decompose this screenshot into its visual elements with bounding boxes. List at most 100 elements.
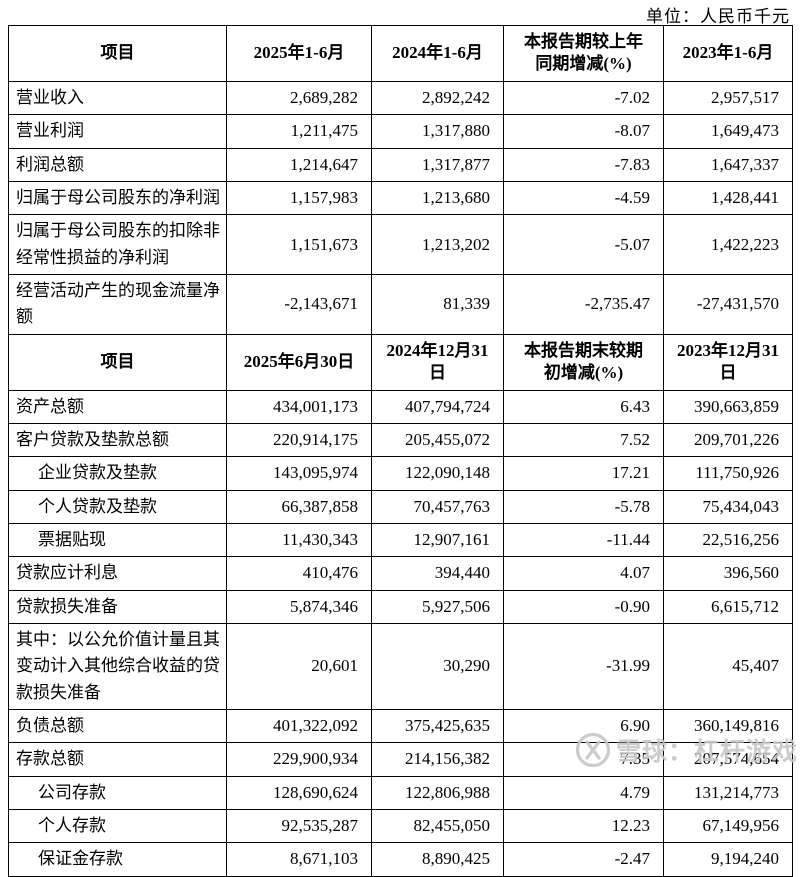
value-cell: 7.52 — [503, 422, 664, 458]
header-row: 项目 2025年1-6月 2024年1-6月 本报告期较上年 同期增减(%) 2023年… — [8, 25, 793, 82]
item-cell: 存款总额 — [8, 742, 227, 777]
value-cell: 81,339 — [371, 273, 504, 335]
column-header: 2023年12月31 日 — [663, 333, 793, 391]
value-cell: 111,750,926 — [663, 456, 793, 491]
value-cell: 12,907,161 — [371, 522, 504, 558]
value-cell: 7.35 — [503, 742, 664, 777]
value-cell: 8,890,425 — [371, 842, 504, 877]
value-cell: 394,440 — [371, 556, 504, 591]
value-cell: 9,194,240 — [663, 842, 793, 877]
value-cell: 1,428,441 — [663, 180, 793, 216]
value-cell: 5,874,346 — [226, 589, 372, 624]
table-row: 营业利润 1,211,475 1,317,880 -8.07 1,649,473 — [8, 114, 793, 149]
value-cell: 2,957,517 — [663, 80, 793, 116]
financial-table: 项目 2025年1-6月 2024年1-6月 本报告期较上年 同期增减(%) 2023年… — [8, 25, 793, 877]
value-cell: -2,143,671 — [226, 273, 372, 335]
item-cell: 个人存款 — [8, 808, 227, 844]
value-cell: 375,425,635 — [371, 708, 504, 744]
table-row: 公司存款 128,690,624 122,806,988 4.79 131,214,77… — [8, 775, 793, 810]
item-cell: 保证金存款 — [8, 842, 227, 877]
table-row: 客户贷款及垫款总额 220,914,175 205,455,072 7.52 209,7… — [8, 422, 793, 458]
table-row: 经营活动产生的现金流量净额 -2,143,671 81,339 -2,735.47 -2… — [8, 273, 793, 335]
item-cell: 经营活动产生的现金流量净额 — [8, 273, 227, 335]
value-cell: 92,535,287 — [226, 808, 372, 844]
value-cell: 6.90 — [503, 708, 664, 744]
value-cell: 1,214,647 — [226, 147, 372, 182]
value-cell: 20,601 — [226, 622, 372, 710]
item-cell: 营业利润 — [8, 114, 227, 149]
table-row: 贷款损失准备 5,874,346 5,927,506 -0.90 6,615,712 — [8, 589, 793, 624]
value-cell: 11,430,343 — [226, 522, 372, 558]
table-row: 企业贷款及垫款 143,095,974 122,090,148 17.21 111,75… — [8, 456, 793, 491]
value-cell: 2,689,282 — [226, 80, 372, 116]
table-row: 营业收入 2,689,282 2,892,242 -7.02 2,957,517 — [8, 80, 793, 116]
item-cell: 营业收入 — [8, 80, 227, 116]
value-cell: 396,560 — [663, 556, 793, 591]
column-header: 项目 — [8, 25, 227, 82]
column-header: 2025年1-6月 — [226, 25, 372, 82]
value-cell: 122,806,988 — [371, 775, 504, 810]
item-cell: 公司存款 — [8, 775, 227, 810]
value-cell: 390,663,859 — [663, 389, 793, 424]
value-cell: 2,892,242 — [371, 80, 504, 116]
item-cell: 利润总额 — [8, 147, 227, 182]
value-cell: 4.07 — [503, 556, 664, 591]
value-cell: 66,387,858 — [226, 489, 372, 524]
value-cell: 143,095,974 — [226, 456, 372, 491]
value-cell: 82,455,050 — [371, 808, 504, 844]
column-header: 2024年12月31 日 — [371, 333, 504, 391]
column-header: 2025年6月30日 — [226, 333, 372, 391]
table-row: 保证金存款 8,671,103 8,890,425 -2.47 9,194,240 — [8, 842, 793, 877]
value-cell: 360,149,816 — [663, 708, 793, 744]
value-cell: 1,213,202 — [371, 214, 504, 275]
value-cell: 70,457,763 — [371, 489, 504, 524]
value-cell: 1,317,880 — [371, 114, 504, 149]
item-cell: 票据贴现 — [8, 522, 227, 558]
value-cell: 1,422,223 — [663, 214, 793, 275]
value-cell: 45,407 — [663, 622, 793, 710]
value-cell: 209,701,226 — [663, 422, 793, 458]
value-cell: 12.23 — [503, 808, 664, 844]
value-cell: 67,149,956 — [663, 808, 793, 844]
value-cell: -0.90 — [503, 589, 664, 624]
value-cell: 214,156,382 — [371, 742, 504, 777]
value-cell: -2,735.47 — [503, 273, 664, 335]
value-cell: 1,317,877 — [371, 147, 504, 182]
value-cell: 401,322,092 — [226, 708, 372, 744]
value-cell: 1,649,473 — [663, 114, 793, 149]
table-row: 归属于母公司股东的净利润 1,157,983 1,213,680 -4.59 1,428… — [8, 180, 793, 216]
column-header: 2024年1-6月 — [371, 25, 504, 82]
value-cell: 122,090,148 — [371, 456, 504, 491]
financial-table-body: 项目 2025年1-6月 2024年1-6月 本报告期较上年 同期增减(%) 2023年… — [8, 25, 793, 877]
item-cell: 客户贷款及垫款总额 — [8, 422, 227, 458]
table-row: 负债总额 401,322,092 375,425,635 6.90 360,149,81… — [8, 708, 793, 744]
item-cell: 贷款应计利息 — [8, 556, 227, 591]
item-cell: 资产总额 — [8, 389, 227, 424]
value-cell: 8,671,103 — [226, 842, 372, 877]
value-cell: 1,151,673 — [226, 214, 372, 275]
table-row: 其中：以公允价值计量且其变动计入其他综合收益的贷款损失准备 20,601 30,29… — [8, 622, 793, 710]
value-cell: 220,914,175 — [226, 422, 372, 458]
value-cell: 128,690,624 — [226, 775, 372, 810]
table-row: 贷款应计利息 410,476 394,440 4.07 396,560 — [8, 556, 793, 591]
table-row: 个人存款 92,535,287 82,455,050 12.23 67,149,956 — [8, 808, 793, 844]
value-cell: 207,574,654 — [663, 742, 793, 777]
value-cell: 410,476 — [226, 556, 372, 591]
value-cell: -27,431,570 — [663, 273, 793, 335]
value-cell: 75,434,043 — [663, 489, 793, 524]
value-cell: 1,647,337 — [663, 147, 793, 182]
value-cell: 407,794,724 — [371, 389, 504, 424]
value-cell: 30,290 — [371, 622, 504, 710]
value-cell: 17.21 — [503, 456, 664, 491]
value-cell: -31.99 — [503, 622, 664, 710]
value-cell: -8.07 — [503, 114, 664, 149]
value-cell: 1,213,680 — [371, 180, 504, 216]
value-cell: 229,900,934 — [226, 742, 372, 777]
value-cell: -11.44 — [503, 522, 664, 558]
table-row: 票据贴现 11,430,343 12,907,161 -11.44 22,516,256 — [8, 522, 793, 558]
value-cell: -4.59 — [503, 180, 664, 216]
value-cell: -7.83 — [503, 147, 664, 182]
column-header: 项目 — [8, 333, 227, 391]
table-row: 个人贷款及垫款 66,387,858 70,457,763 -5.78 75,434,0… — [8, 489, 793, 524]
value-cell: -5.07 — [503, 214, 664, 275]
